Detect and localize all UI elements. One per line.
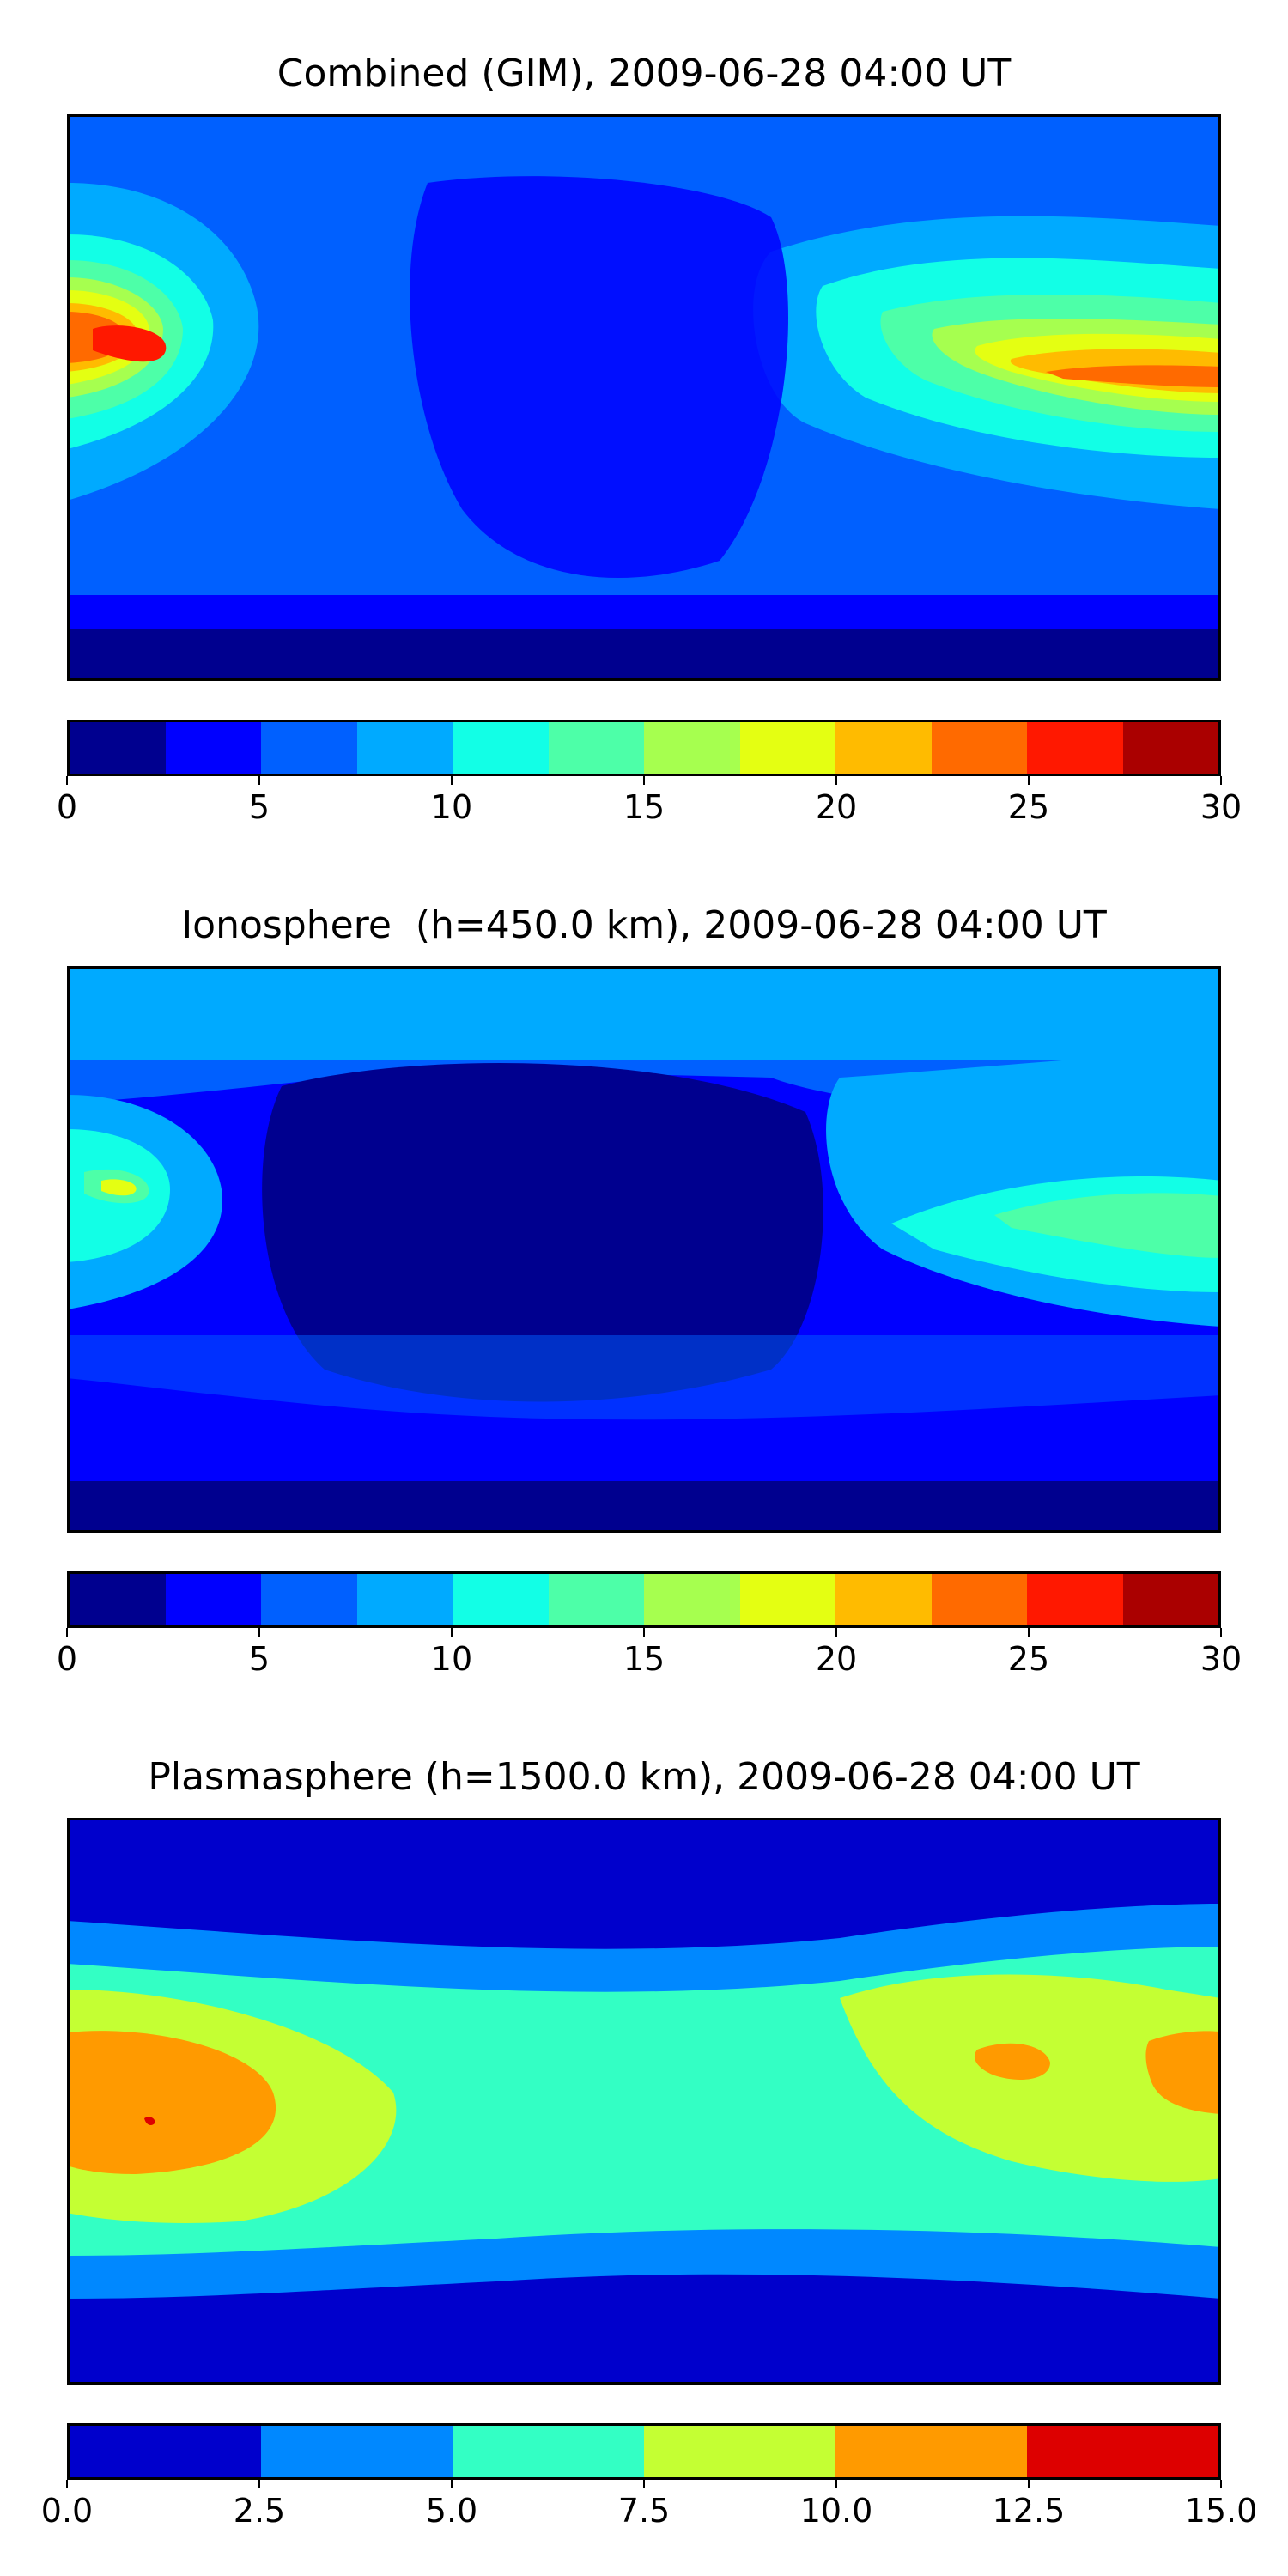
tick-label: 15 bbox=[623, 788, 665, 826]
colorbar-plasmasphere bbox=[67, 2423, 1221, 2480]
colorbar-bin bbox=[835, 2426, 1027, 2477]
colorbar-bin bbox=[70, 2426, 261, 2477]
tick-label: 5 bbox=[248, 1640, 270, 1678]
tick-label: 30 bbox=[1200, 788, 1242, 826]
colorbar-bin bbox=[931, 1574, 1027, 1625]
colorbar-ticks: 0 5 10 15 20 25 30 bbox=[57, 1628, 1242, 1680]
tick-label: 10 bbox=[430, 1640, 473, 1678]
colorbar-bin bbox=[739, 722, 835, 774]
tick-label: 25 bbox=[1007, 788, 1050, 826]
colorbar-bin bbox=[548, 1574, 644, 1625]
colorbar-bin bbox=[356, 1574, 453, 1625]
tick-label: 20 bbox=[815, 788, 858, 826]
colorbar-bin bbox=[1027, 722, 1123, 774]
tick-label: 5.0 bbox=[425, 2492, 478, 2530]
colorbar-bin bbox=[261, 722, 357, 774]
colorbar-bin bbox=[261, 1574, 357, 1625]
tick-label: 15.0 bbox=[1184, 2492, 1258, 2530]
colorbar-bin bbox=[261, 2426, 453, 2477]
colorbar-bin bbox=[644, 1574, 740, 1625]
colorbar-ticks: 0 5 10 15 20 25 30 bbox=[57, 776, 1242, 828]
colorbar-combined bbox=[67, 720, 1221, 776]
colorbar-bin bbox=[644, 722, 740, 774]
colorbar-bin bbox=[835, 1574, 932, 1625]
tick-label: 25 bbox=[1007, 1640, 1050, 1678]
tick-label: 7.5 bbox=[617, 2492, 671, 2530]
colorbar-bin bbox=[548, 722, 644, 774]
colorbar-bin bbox=[70, 722, 166, 774]
colorbar-bin bbox=[70, 1574, 166, 1625]
tick-label: 12.5 bbox=[992, 2492, 1066, 2530]
panel-title: Combined (GIM), 2009-06-28 04:00 UT bbox=[276, 52, 1012, 95]
colorbar-bin bbox=[931, 722, 1027, 774]
tick-label: 20 bbox=[815, 1640, 858, 1678]
panel-title: Plasmasphere (h=1500.0 km), 2009-06-28 0… bbox=[148, 1755, 1140, 1799]
colorbar-ticks: 0.0 2.5 5.0 7.5 10.0 12.5 15.0 bbox=[41, 2480, 1257, 2531]
colorbar-bin bbox=[165, 722, 261, 774]
colorbar-bin bbox=[165, 1574, 261, 1625]
tick-label: 0 bbox=[56, 788, 78, 826]
colorbar-bin bbox=[1027, 1574, 1123, 1625]
tick-label: 30 bbox=[1200, 1640, 1242, 1678]
tick-label: 10.0 bbox=[799, 2492, 873, 2530]
colorbar-bin bbox=[356, 722, 453, 774]
tick-label: 0.0 bbox=[40, 2492, 94, 2530]
colorbar-bin bbox=[1027, 2426, 1218, 2477]
colorbar-bin bbox=[1122, 1574, 1218, 1625]
tec-map-ionosphere bbox=[67, 966, 1221, 1533]
colorbar-ionosphere bbox=[67, 1571, 1221, 1628]
tick-label: 5 bbox=[248, 788, 270, 826]
colorbar-bin bbox=[644, 2426, 835, 2477]
colorbar-bin bbox=[739, 1574, 835, 1625]
panel-title: Ionosphere (h=450.0 km), 2009-06-28 04:0… bbox=[181, 903, 1107, 947]
colorbar-bin bbox=[453, 722, 549, 774]
tick-label: 2.5 bbox=[233, 2492, 286, 2530]
colorbar-bin bbox=[1122, 722, 1218, 774]
tick-label: 10 bbox=[430, 788, 473, 826]
colorbar-bin bbox=[453, 1574, 549, 1625]
tick-label: 15 bbox=[623, 1640, 665, 1678]
tick-label: 0 bbox=[56, 1640, 78, 1678]
colorbar-bin bbox=[835, 722, 932, 774]
tec-map-combined bbox=[67, 114, 1221, 681]
colorbar-bin bbox=[453, 2426, 644, 2477]
tec-map-plasmasphere bbox=[67, 1818, 1221, 2385]
